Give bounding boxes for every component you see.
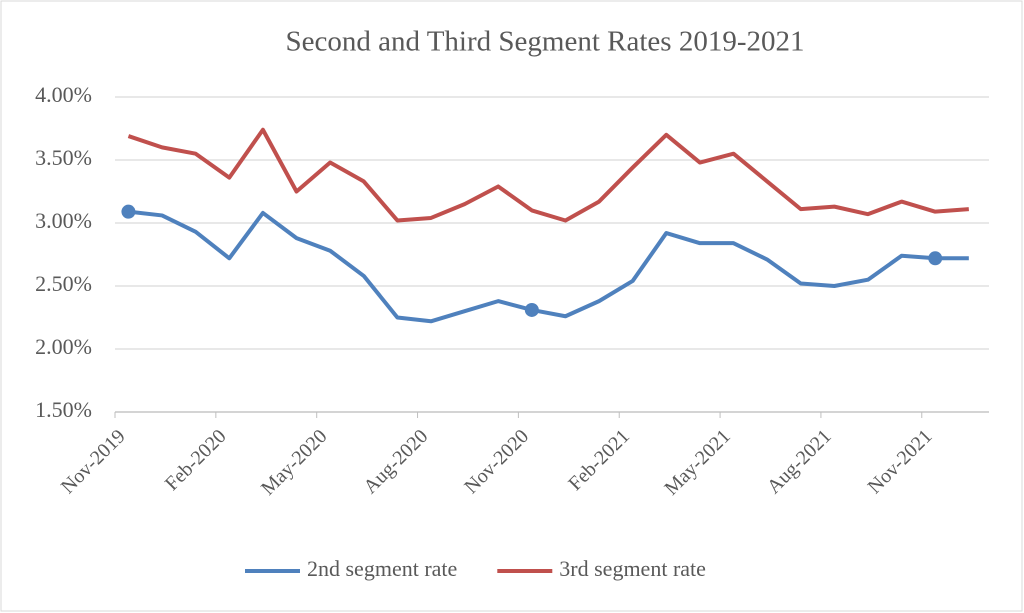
point-marker xyxy=(524,302,539,317)
y-tick-label: 3.00% xyxy=(35,208,92,233)
legend-label: 3rd segment rate xyxy=(559,556,706,581)
point-marker xyxy=(121,204,136,219)
y-tick-label: 2.50% xyxy=(35,271,92,296)
y-tick-label: 4.00% xyxy=(35,82,92,107)
chart-title: Second and Third Segment Rates 2019-2021 xyxy=(286,26,805,58)
y-tick-label: 2.00% xyxy=(35,334,92,359)
series-line xyxy=(127,127,969,223)
y-tick-label: 3.50% xyxy=(35,145,92,170)
legend-label: 2nd segment rate xyxy=(307,556,457,581)
series-line xyxy=(128,209,969,324)
y-tick-label: 1.50% xyxy=(35,397,92,422)
point-marker xyxy=(928,251,943,266)
